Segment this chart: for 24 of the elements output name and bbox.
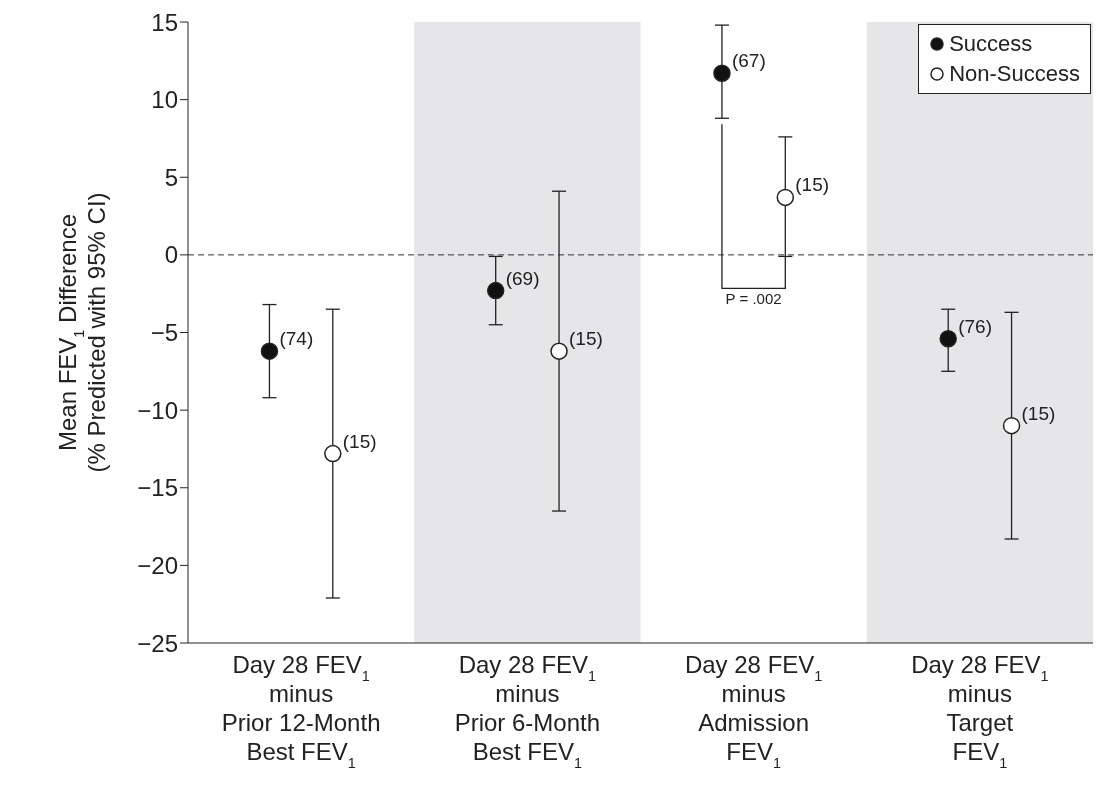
annotation: P = .002 (725, 290, 782, 308)
y-tick-label: 15 (151, 8, 178, 36)
annotation: (15) (569, 328, 603, 350)
y-tick-label: 5 (164, 163, 178, 191)
annotation: (76) (958, 315, 992, 337)
annotation: (15) (342, 430, 377, 452)
annotation: (15) (795, 174, 830, 196)
category-label: Day 28 FEV$_{1}$ minus Admission FEV$_{1}$ (684, 651, 823, 771)
y-tick-label: −20 (137, 551, 178, 579)
y-tick-label: −5 (150, 319, 178, 347)
y-tick-label: 10 (151, 86, 178, 114)
category-label: Day 28 FEV$_{1}$ minus Target FEV$_{1}$ (911, 651, 1049, 771)
y-tick-label: −15 (137, 474, 178, 502)
annotation: (15) (1021, 402, 1056, 424)
legend-label: Success (948, 30, 1034, 58)
category-label: Day 28 FEV$_{1}$ minus Prior 6-Month Best FEV$_{1}$ (454, 651, 601, 771)
annotation: (69) (505, 267, 540, 289)
y-tick-label: 0 (164, 241, 178, 269)
y-tick-label: −25 (137, 629, 178, 657)
y-tick-label: −10 (137, 396, 178, 424)
legend-label: Non-Success (948, 60, 1080, 88)
annotation: (74) (279, 328, 314, 350)
annotation: (67) (731, 50, 766, 72)
category-label: Day 28 FEV$_{1}$ minus Prior 12-Month Best FEV$_{1}$ (221, 651, 381, 771)
